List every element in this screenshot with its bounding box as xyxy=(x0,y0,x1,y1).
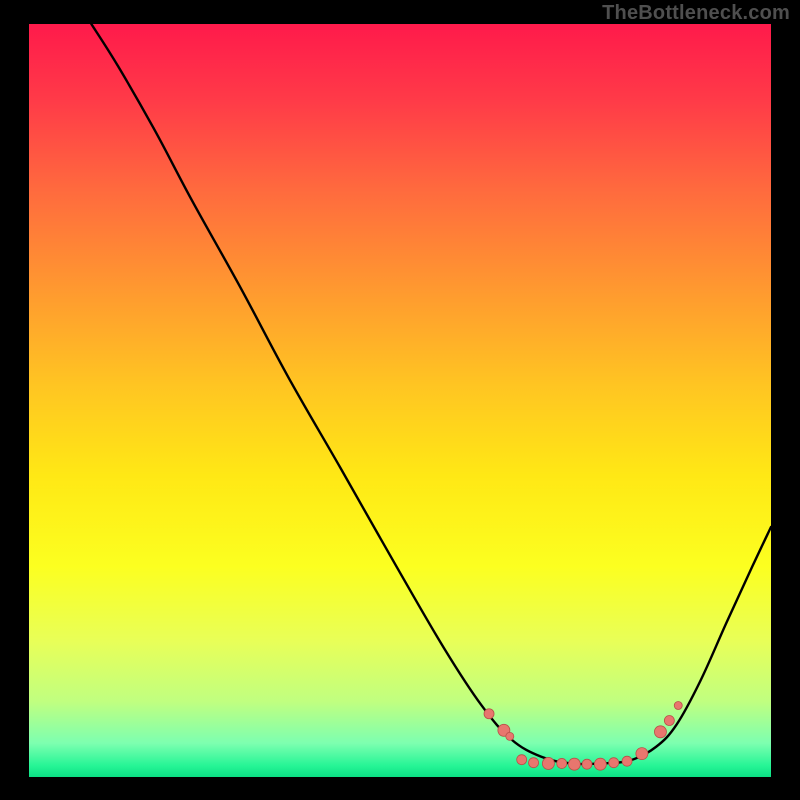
curve-marker xyxy=(542,757,554,769)
curve-marker xyxy=(568,758,580,770)
curve-marker xyxy=(609,758,619,768)
curve-marker xyxy=(636,748,648,760)
chart-stage: TheBottleneck.com xyxy=(0,0,800,800)
curve-marker xyxy=(594,758,606,770)
curve-marker xyxy=(506,732,514,740)
curve-marker xyxy=(517,755,527,765)
bottleneck-curve-chart xyxy=(29,24,771,777)
curve-marker xyxy=(582,759,592,769)
curve-marker xyxy=(557,758,567,768)
curve-marker xyxy=(484,709,494,719)
curve-marker xyxy=(529,758,539,768)
gradient-background xyxy=(29,24,771,777)
curve-marker xyxy=(664,716,674,726)
watermark-text: TheBottleneck.com xyxy=(602,2,790,25)
curve-marker xyxy=(654,726,666,738)
curve-marker xyxy=(622,756,632,766)
curve-marker xyxy=(674,701,682,709)
